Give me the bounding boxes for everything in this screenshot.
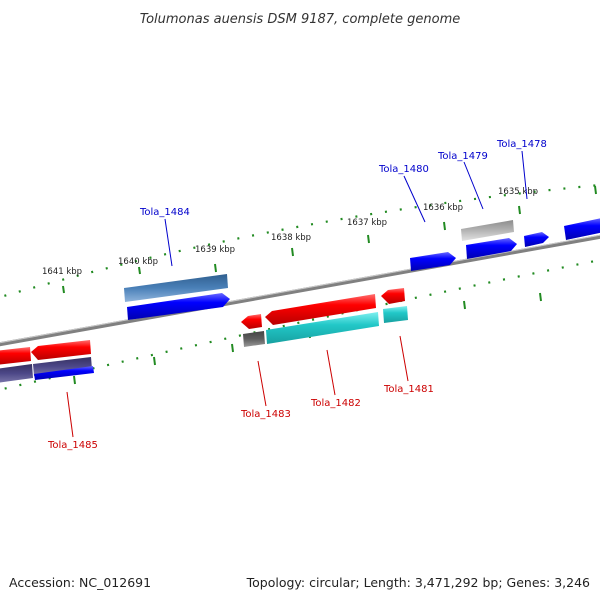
gene-label-tola-1483[interactable]: Tola_1483 (240, 409, 291, 420)
gene-label-tola-1479[interactable]: Tola_1479 (437, 151, 488, 162)
forward-cds-1478[interactable] (524, 232, 549, 247)
genome-backbone-highlight (0, 234, 600, 344)
feature-gray-bar[interactable] (461, 220, 514, 241)
inner-ruler-track (0, 258, 600, 391)
forward-cds-1484[interactable] (127, 293, 230, 320)
reverse-cds-1482[interactable] (265, 294, 376, 325)
gene-label-tola-1485[interactable]: Tola_1485 (47, 440, 98, 451)
reverse-cds-1485[interactable] (31, 340, 91, 360)
reverse-strand-features (0, 288, 408, 383)
ruler-label-1635: 1635 kbp (498, 187, 538, 197)
gene-label-tola-1480[interactable]: Tola_1480 (378, 164, 429, 175)
forward-cds-1479[interactable] (466, 238, 517, 259)
map-title: Tolumonas auensis DSM 9187, complete gen… (140, 12, 461, 27)
forward-cds-1480[interactable] (410, 252, 456, 271)
gene-label-tola-1482[interactable]: Tola_1482 (310, 398, 361, 409)
gene-label-tola-1484[interactable]: Tola_1484 (139, 207, 190, 218)
forward-cds-edge[interactable] (564, 218, 600, 240)
ruler-label-1641: 1641 kbp (42, 267, 82, 277)
genome-backbone (0, 234, 600, 347)
forward-cds-lower[interactable] (34, 366, 94, 380)
reverse-label-leaders (66, 335, 409, 438)
forward-strand-features (124, 218, 600, 320)
ruler-label-1638: 1638 kbp (271, 233, 311, 243)
feature-steel-bar[interactable] (124, 274, 228, 302)
feature-dark-bar[interactable] (243, 331, 265, 347)
gene-label-tola-1481[interactable]: Tola_1481 (383, 384, 434, 395)
ruler-label-1636: 1636 kbp (423, 203, 463, 213)
reverse-cds-1485-left[interactable] (0, 347, 31, 365)
feature-cyan-bar[interactable] (266, 312, 379, 344)
genome-stats-text: Topology: circular; Length: 3,471,292 bp… (246, 575, 590, 590)
gene-label-tola-1478[interactable]: Tola_1478 (496, 139, 547, 150)
ruler-ticks (62, 185, 597, 294)
feature-navy-bar[interactable] (33, 357, 92, 376)
ruler-label-1639: 1639 kbp (195, 245, 235, 255)
reverse-cds-1483[interactable] (241, 314, 262, 329)
forward-label-leaders (164, 150, 528, 267)
feature-cyan-small[interactable] (383, 306, 408, 323)
reverse-cds-1481[interactable] (381, 288, 405, 304)
accession-text: Accession: NC_012691 (9, 575, 151, 590)
feature-navy-bar-left[interactable] (0, 364, 33, 383)
ruler-label-1640: 1640 kbp (118, 257, 158, 267)
ruler-label-1637: 1637 kbp (347, 218, 387, 228)
